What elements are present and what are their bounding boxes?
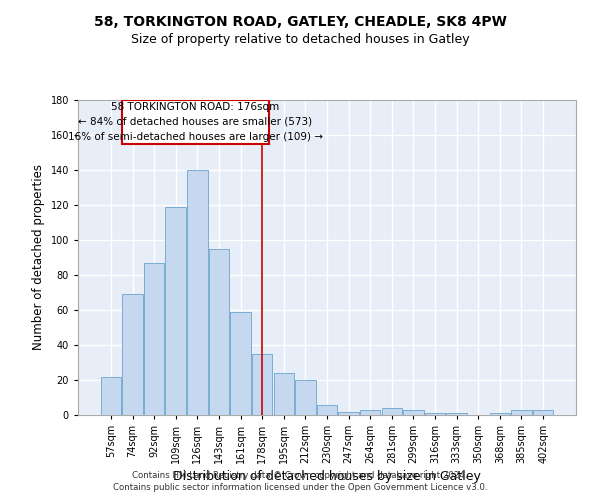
Bar (533, 410, 553, 415)
Bar (101, 376, 121, 415)
Bar (446, 413, 467, 415)
Bar (252, 354, 272, 415)
Text: Size of property relative to detached houses in Gatley: Size of property relative to detached ho… (131, 32, 469, 46)
Bar (317, 404, 337, 415)
Bar (144, 263, 164, 415)
Bar (166, 207, 186, 415)
Bar (230, 312, 251, 415)
Text: 58 TORKINGTON ROAD: 176sqm
← 84% of detached houses are smaller (573)
16% of sem: 58 TORKINGTON ROAD: 176sqm ← 84% of deta… (68, 102, 323, 142)
Bar (425, 413, 445, 415)
Bar (209, 248, 229, 415)
Y-axis label: Number of detached properties: Number of detached properties (32, 164, 45, 350)
X-axis label: Distribution of detached houses by size in Gatley: Distribution of detached houses by size … (173, 470, 481, 484)
Bar (360, 410, 380, 415)
Bar (187, 170, 208, 415)
Bar (382, 408, 402, 415)
Bar (490, 413, 510, 415)
Bar (295, 380, 316, 415)
Bar (122, 100, 269, 144)
Text: Contains HM Land Registry data © Crown copyright and database right 2024.: Contains HM Land Registry data © Crown c… (132, 471, 468, 480)
Text: 58, TORKINGTON ROAD, GATLEY, CHEADLE, SK8 4PW: 58, TORKINGTON ROAD, GATLEY, CHEADLE, SK… (94, 15, 506, 29)
Bar (122, 294, 143, 415)
Bar (274, 373, 294, 415)
Bar (403, 410, 424, 415)
Bar (511, 410, 532, 415)
Bar (338, 412, 359, 415)
Text: Contains public sector information licensed under the Open Government Licence v3: Contains public sector information licen… (113, 484, 487, 492)
